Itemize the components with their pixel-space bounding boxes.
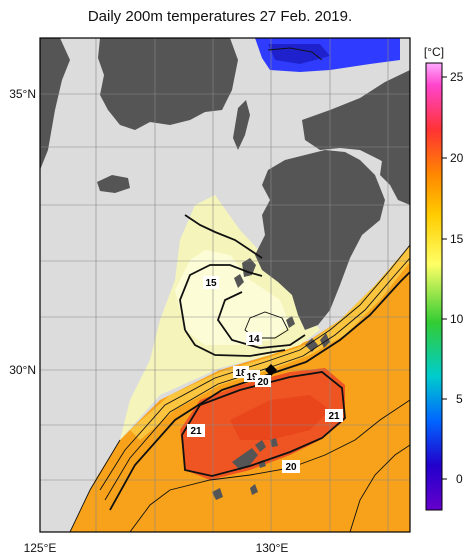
contour-shelf-north xyxy=(184,214,263,259)
contour-21 xyxy=(181,371,346,477)
contour-label: 20 xyxy=(285,462,297,473)
colorbar-unit: [°C] xyxy=(424,45,444,59)
contour-label: 19 xyxy=(246,372,258,383)
contour-18 xyxy=(99,244,410,491)
contour-label: 20 xyxy=(257,377,269,388)
tsushima-island xyxy=(233,100,250,150)
contour-label: 18 xyxy=(235,368,247,379)
korean-peninsula xyxy=(98,38,238,130)
contour-shelf-west xyxy=(69,439,121,532)
contour-19 xyxy=(104,257,410,501)
map-title: Daily 200m temperatures 27 Feb. 2019. xyxy=(87,8,353,25)
colorbar-tick: 20 xyxy=(450,151,464,165)
contour-15 xyxy=(179,264,306,357)
contour-label: 14 xyxy=(248,334,260,345)
station-marker xyxy=(265,364,277,376)
contour-label: 21 xyxy=(190,426,202,437)
lat-label-30n: 30°N xyxy=(9,363,36,377)
colorbar-tick: 25 xyxy=(450,70,464,84)
colorbar-tick: 15 xyxy=(450,232,464,246)
contour-label-group: 15 14 18 19 20 21 21 20 xyxy=(187,276,343,473)
contour-north-strip xyxy=(267,47,323,61)
contour-20-south xyxy=(129,399,410,532)
lat-label-35n: 35°N xyxy=(9,87,36,101)
colorbar-tick: 5 xyxy=(456,392,463,406)
kyushu-island xyxy=(255,150,385,330)
map-frame xyxy=(39,37,411,533)
amami-island xyxy=(232,448,258,470)
colorbar-gradient xyxy=(425,62,443,511)
graticule xyxy=(40,38,410,532)
lon-label-125e: 125°E xyxy=(24,541,57,555)
lon-label-130e: 130°E xyxy=(256,541,289,555)
contour-label: 21 xyxy=(328,411,340,422)
contour-lines xyxy=(69,47,410,532)
colorbar-tick: 10 xyxy=(450,312,464,326)
honshu xyxy=(302,70,410,175)
contour-20 xyxy=(109,271,410,511)
contour-20-east xyxy=(349,444,410,532)
jeju-island xyxy=(97,175,130,193)
colorbar-tick: 0 xyxy=(456,472,463,486)
contour-label: 15 xyxy=(205,278,217,289)
colorbar: [°C] 25 20 15 10 5 0 xyxy=(424,45,464,511)
china-coast xyxy=(40,38,70,170)
